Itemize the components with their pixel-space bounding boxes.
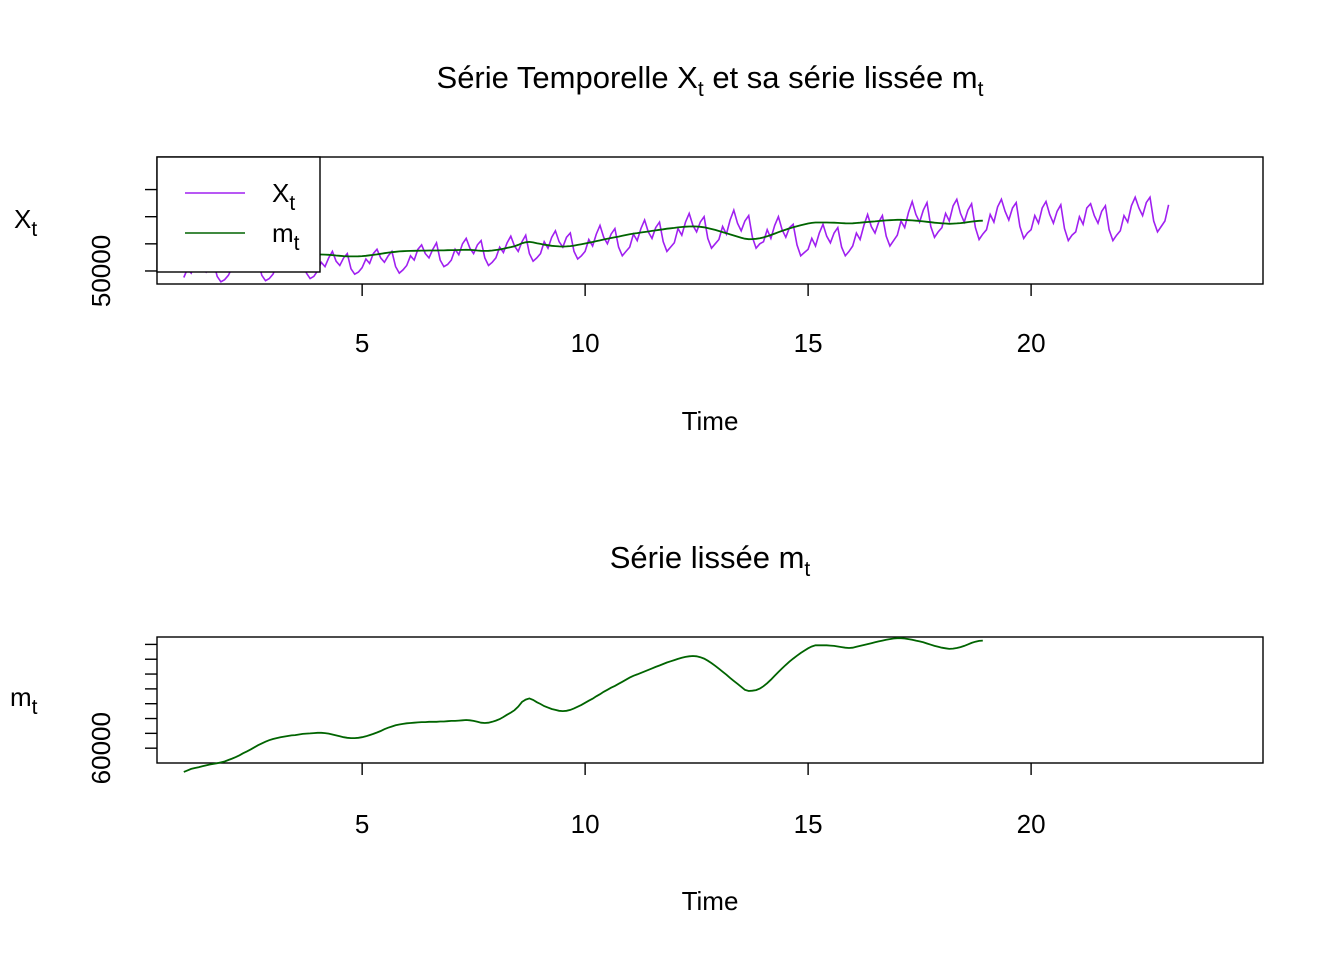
y-tick-label-60000: 60000	[86, 712, 116, 784]
bottom-y-axis: 60000	[86, 643, 157, 784]
y-tick-label-50000: 50000	[86, 235, 116, 307]
bottom-x-axis: 5 10 15 20	[355, 763, 1046, 839]
legend: Xt mt	[156, 156, 321, 273]
bottom-title: Série lissée mt	[610, 540, 811, 581]
legend-label-m: mt	[272, 218, 300, 255]
legend-label-x: Xt	[272, 178, 295, 215]
x-tick-label-20: 20	[1017, 328, 1046, 358]
bottom-y-label: mt	[10, 682, 38, 719]
top-x-label: Time	[682, 406, 739, 436]
top-series-x-line	[183, 195, 1170, 283]
x-tick-label-5: 5	[355, 809, 369, 839]
bottom-plot-frame	[156, 636, 1264, 764]
x-tick-label-15: 15	[794, 328, 823, 358]
legend-box	[156, 156, 321, 273]
x-tick-label-10: 10	[571, 809, 600, 839]
bottom-panel: Série lissée mt 5 10 15 20 60000 Time mt	[10, 540, 1264, 916]
x-tick-label-5: 5	[355, 328, 369, 358]
bottom-series-m-line	[183, 637, 983, 773]
x-tick-label-15: 15	[794, 809, 823, 839]
bottom-x-label: Time	[682, 886, 739, 916]
top-y-axis: 50000	[86, 188, 157, 307]
x-tick-label-10: 10	[571, 328, 600, 358]
top-x-axis: 5 10 15 20	[355, 284, 1046, 358]
top-panel: Série Temporelle Xt et sa série lissée m…	[14, 60, 1264, 436]
top-title: Série Temporelle Xt et sa série lissée m…	[437, 60, 984, 101]
top-y-label: Xt	[14, 204, 37, 241]
x-tick-label-20: 20	[1017, 809, 1046, 839]
